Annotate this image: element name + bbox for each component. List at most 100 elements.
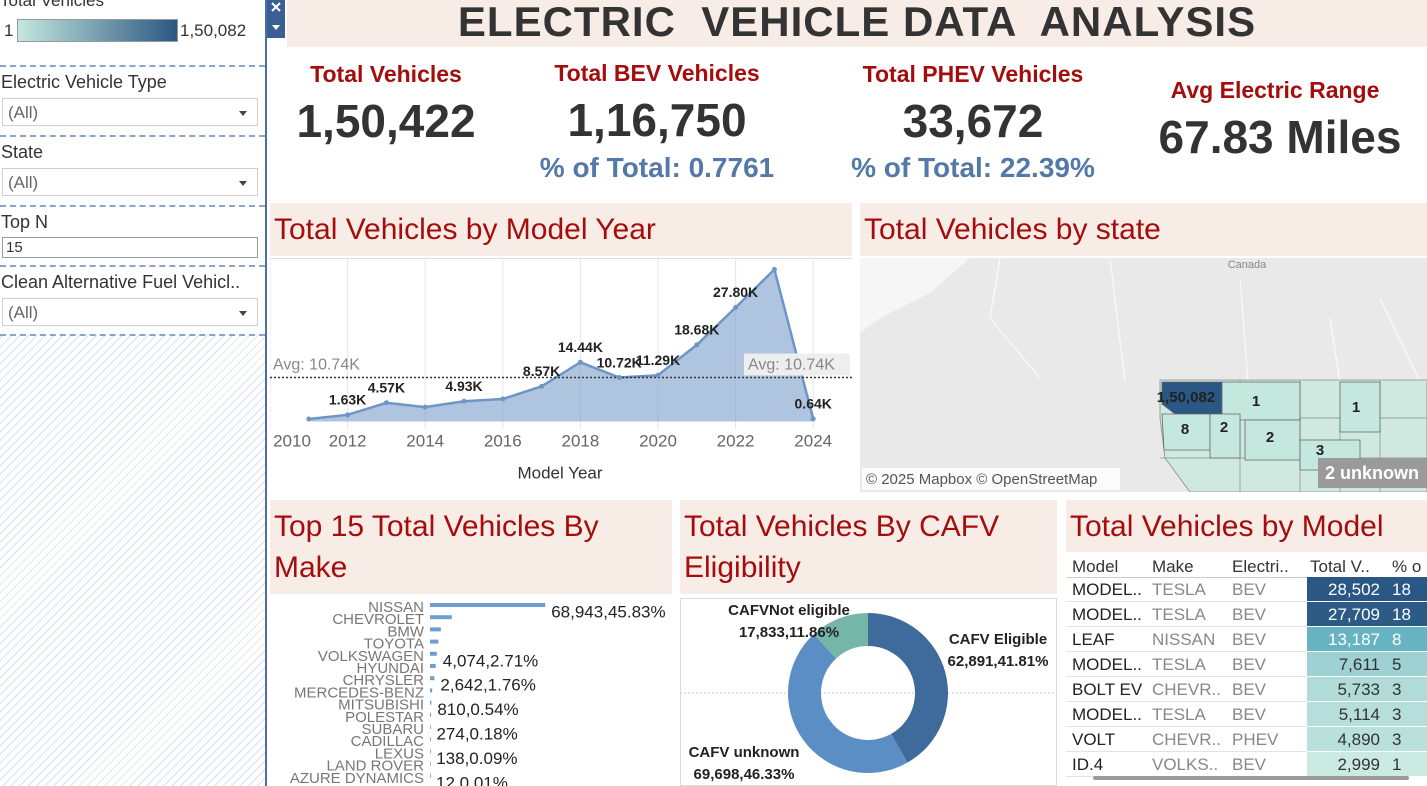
cell-make: TESLA [1152,705,1206,724]
separator [0,205,265,207]
column-header: Electri.. [1232,557,1289,576]
state-label: 2 [1220,419,1228,436]
separator [0,334,265,336]
y-tick-label: CADILLAC [351,733,425,750]
cell-type: BEV [1232,655,1267,674]
filter-dropdown[interactable]: (All) [2,168,258,196]
column-header: % o [1392,557,1422,576]
kpi-value: 1,16,750 [567,94,747,146]
data-table: Model Make Electri.. Total V.. % o MODEL.. TES… [1066,555,1427,786]
y-tick-label: MITSUBISHI [338,697,424,714]
cell-model: VOLT [1072,730,1116,749]
cell-make: VOLKS.. [1152,755,1219,774]
row-rule [1066,626,1307,627]
cell-model: MODEL.. [1072,605,1142,624]
point [655,372,661,378]
point [383,400,389,406]
point [694,342,700,348]
kpi-note: % of Total: 0.7761 [539,152,775,183]
cell-percent: 18 [1392,605,1411,624]
panel-toggle[interactable] [267,0,285,38]
slice-label: CAFVNot eligible [728,602,850,619]
point [306,416,312,422]
cell-model: MODEL.. [1072,705,1142,724]
state [1209,413,1241,459]
filter-label: Clean Alternative Fuel Vehicl.. [1,272,241,292]
bar [430,749,431,754]
menu-icon [272,25,280,30]
x-tick-label: 2016 [484,431,522,450]
data-label: 11.29K [636,352,680,368]
cell-model: ID.4 [1072,755,1104,774]
panel-title: Total Vehicles By CAFV Eligibility [680,500,1057,594]
credit-bg [862,468,1120,490]
area [308,269,814,422]
y-tick-label: MERCEDES-BENZ [294,684,424,701]
data-label: 37.08K [752,258,797,262]
data-label: 4.57K [368,379,405,395]
cell-shade [1307,602,1427,626]
y-tick-label: LAND ROVER [326,758,424,775]
data-label: 4.93K [445,378,482,394]
line-chart: 2010 2012 2014 2016 2018 2020 2022 2024 Avg: 10.… [270,258,852,482]
row-rule [1066,751,1307,752]
bar [430,761,431,766]
bar [430,700,432,705]
data-label: 68,943,45.83% [551,602,665,621]
kpi-note: % of Total: 22.39% [851,152,1095,183]
header-rule [1066,577,1427,578]
row-rule [1066,651,1307,652]
state [1339,381,1381,433]
separator [0,135,265,137]
map-water [860,258,970,333]
x-tick-label: 2014 [406,431,444,450]
cell-make: TESLA [1152,580,1206,599]
bar [430,639,439,644]
cell-model: LEAF [1072,630,1115,649]
data-label: 138,0.09% [436,749,517,768]
map: Canada 1,50,082 1 1 8 2 2 3 © 2025 Mapbox © Open… [860,258,1427,492]
point [345,412,351,418]
cell-percent: 1 [1392,755,1402,774]
cell-shade [1307,702,1427,726]
filter-dropdown[interactable]: (All) [2,298,258,326]
point [616,375,622,381]
legend-gradient [17,19,178,42]
point [422,404,428,410]
cell-total: 28,502 [1328,580,1380,599]
y-tick-label: AZURE DYNAMICS [290,770,424,786]
bar [430,725,431,729]
filter-input[interactable]: 15 [2,237,258,258]
state-label: 1 [1352,399,1360,416]
cell-total: 2,999 [1337,755,1380,774]
kpi-value: 33,672 [902,95,1044,147]
cell-make: CHEVR.. [1152,730,1221,749]
filter-dropdown[interactable]: (All) [2,98,258,126]
y-tick-label: BMW [387,623,425,640]
data-label: 0.64K [795,396,832,412]
data-label: 18.68K [674,322,719,338]
kpi-title: Total BEV Vehicles [554,60,760,86]
slice [788,634,908,773]
header: ELECTRIC VEHICLE DATA ANALYSIS [287,0,1427,47]
x-tick-label: 2020 [639,431,677,450]
cell-make: NISSAN [1152,630,1216,649]
scrollbar[interactable] [1093,776,1409,780]
cell-shade [1307,677,1427,701]
row-rule [1066,601,1307,602]
y-tick-label: CHEVROLET [332,611,424,628]
y-tick-label: POLESTAR [345,709,424,726]
panel-title: Total Vehicles by Model Year [270,203,852,256]
panel-title: Total Vehicles by Model [1066,500,1427,552]
unknown-badge[interactable] [1318,458,1427,488]
cell-type: BEV [1232,630,1267,649]
point [733,305,739,311]
bar [430,712,432,717]
cell-percent: 8 [1392,630,1402,649]
unknown-label: 2 unknown [1325,463,1419,483]
data-label: 62,891,41.81% [948,653,1049,670]
map-credit: © 2025 Mapbox © OpenStreetMap [866,471,1097,488]
y-tick-label: TOYOTA [364,636,424,653]
